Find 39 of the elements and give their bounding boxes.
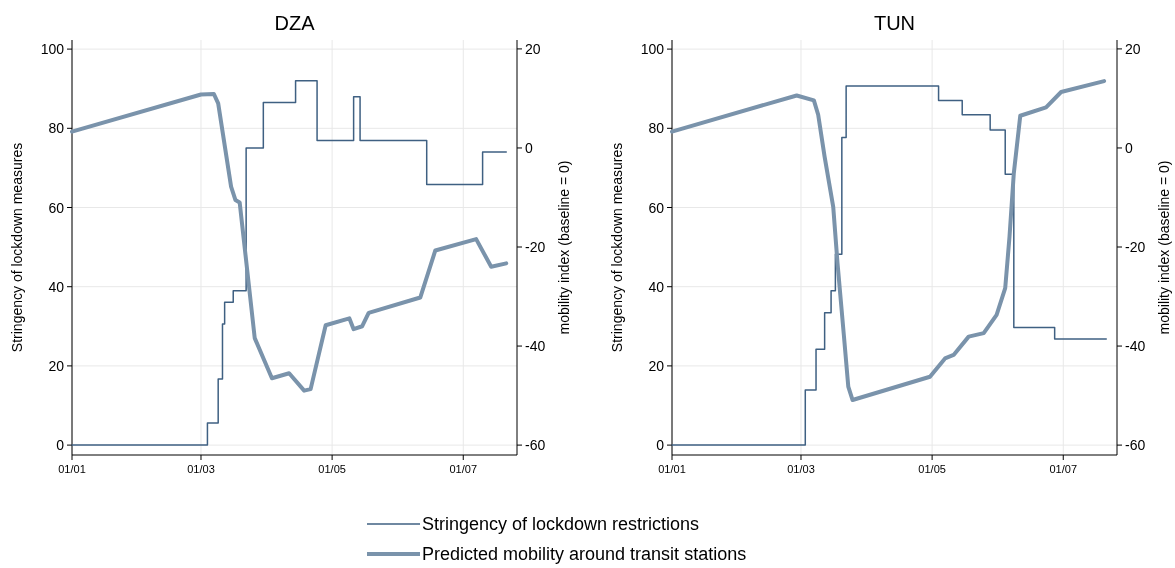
y2-tick-label: -20 — [525, 239, 546, 255]
y2-tick-label: -40 — [1125, 338, 1146, 355]
y-tick-label: 0 — [56, 437, 65, 454]
y2-tick-label: -60 — [525, 437, 546, 454]
y-tick-label: 60 — [48, 199, 65, 216]
y-axis-title: Stringency of lockdown measures — [609, 142, 625, 353]
y-tick-label: 20 — [48, 357, 65, 374]
chart-title: TUN — [873, 12, 916, 34]
x-tick-label: 01/01 — [658, 463, 686, 475]
y2-tick-label: -60 — [1125, 437, 1146, 454]
y-tick-label: 40 — [48, 278, 65, 295]
y-tick-label: 80 — [648, 120, 665, 137]
line-series — [70, 91, 509, 393]
x-tick-label: 01/07 — [449, 463, 478, 475]
y2-axis-title: mobility index (baseline = 0) — [556, 160, 572, 335]
y2-axis-title: mobility index (baseline = 0) — [1156, 160, 1172, 335]
y-tick-label: 80 — [48, 120, 65, 137]
y-tick-label: 100 — [640, 41, 665, 58]
x-tick-label: 01/03 — [187, 463, 215, 475]
y-axis-title: Stringency of lockdown measures — [9, 142, 25, 353]
legend-label: Stringency of lockdown restrictions — [422, 514, 700, 534]
x-tick-label: 01/01 — [58, 463, 86, 475]
y-tick-label: 40 — [648, 278, 665, 295]
y-tick-label: 0 — [656, 437, 665, 454]
y2-tick-label: 20 — [1125, 40, 1141, 57]
y2-tick-label: -40 — [525, 338, 546, 355]
y2-tick-label: 0 — [1125, 139, 1133, 156]
x-tick-label: 01/03 — [787, 463, 815, 475]
y2-tick-label: -20 — [1125, 239, 1146, 255]
y-tick-label: 20 — [648, 357, 665, 374]
x-tick-label: 01/05 — [918, 463, 946, 475]
y-tick-label: 100 — [40, 41, 65, 58]
chart-title: DZA — [274, 12, 316, 34]
x-tick-label: 01/07 — [1049, 463, 1078, 475]
y-tick-label: 60 — [648, 199, 665, 216]
y2-tick-label: 0 — [525, 139, 533, 156]
y2-tick-label: 20 — [525, 40, 541, 57]
legend-label: Predicted mobility around transit stations — [422, 544, 747, 564]
x-tick-label: 01/05 — [318, 463, 346, 475]
